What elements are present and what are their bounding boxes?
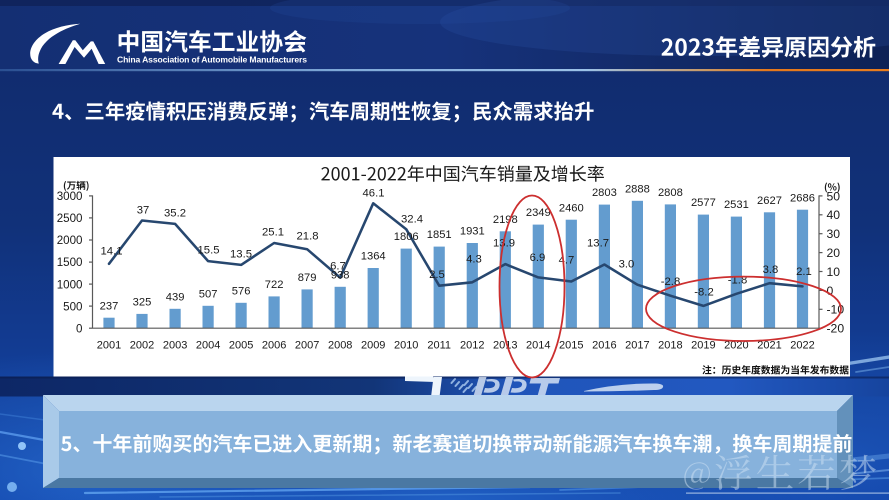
svg-text:14.1: 14.1 xyxy=(101,246,123,258)
svg-text:879: 879 xyxy=(298,272,317,284)
svg-text:2003: 2003 xyxy=(163,340,187,352)
svg-text:-8.2: -8.2 xyxy=(694,287,713,299)
svg-text:2198: 2198 xyxy=(493,214,518,226)
svg-text:2.1: 2.1 xyxy=(796,266,812,278)
svg-text:15.5: 15.5 xyxy=(198,245,220,257)
svg-text:576: 576 xyxy=(232,285,251,297)
svg-text:-2.8: -2.8 xyxy=(661,276,680,288)
svg-text:2017: 2017 xyxy=(625,340,649,352)
svg-text:2018: 2018 xyxy=(658,340,682,352)
svg-text:40: 40 xyxy=(827,208,841,222)
svg-text:2460: 2460 xyxy=(559,202,584,214)
svg-text:2888: 2888 xyxy=(625,183,650,195)
svg-text:2015: 2015 xyxy=(559,340,583,352)
svg-text:0: 0 xyxy=(827,284,834,298)
svg-text:2014: 2014 xyxy=(526,340,550,352)
svg-text:2012: 2012 xyxy=(460,340,484,352)
svg-text:2686: 2686 xyxy=(790,192,815,204)
svg-text:2010: 2010 xyxy=(394,340,418,352)
svg-text:2004: 2004 xyxy=(196,340,220,352)
svg-text:1931: 1931 xyxy=(460,226,485,238)
svg-text:2008: 2008 xyxy=(328,340,352,352)
svg-text:2006: 2006 xyxy=(262,340,286,352)
svg-text:4.7: 4.7 xyxy=(559,255,575,267)
svg-text:37: 37 xyxy=(137,205,150,217)
svg-text:1000: 1000 xyxy=(57,278,83,291)
svg-text:2009: 2009 xyxy=(361,340,385,352)
svg-text:20: 20 xyxy=(827,246,841,260)
svg-text:30: 30 xyxy=(827,227,841,241)
svg-text:2021: 2021 xyxy=(757,340,781,352)
svg-text:938: 938 xyxy=(331,269,350,281)
svg-text:2020: 2020 xyxy=(724,340,748,352)
svg-text:3.8: 3.8 xyxy=(763,264,779,276)
svg-text:2627: 2627 xyxy=(757,195,782,207)
svg-text:25.1: 25.1 xyxy=(262,227,284,239)
svg-text:13.5: 13.5 xyxy=(230,249,252,261)
svg-text:439: 439 xyxy=(166,291,185,303)
svg-text:3.0: 3.0 xyxy=(619,259,635,271)
svg-text:32.4: 32.4 xyxy=(401,214,423,226)
svg-text:2005: 2005 xyxy=(229,340,253,352)
svg-text:0: 0 xyxy=(76,322,82,335)
svg-text:2531: 2531 xyxy=(724,199,749,211)
svg-text:2019: 2019 xyxy=(691,340,715,352)
svg-text:2803: 2803 xyxy=(592,187,617,199)
svg-text:13.7: 13.7 xyxy=(587,238,609,250)
svg-text:1806: 1806 xyxy=(394,231,419,243)
svg-text:2002: 2002 xyxy=(130,340,154,352)
svg-text:2007: 2007 xyxy=(295,340,319,352)
svg-text:1364: 1364 xyxy=(361,251,386,263)
svg-text:2.5: 2.5 xyxy=(429,269,445,281)
svg-text:-20: -20 xyxy=(827,322,845,336)
svg-text:6.7: 6.7 xyxy=(330,261,346,273)
svg-text:2022: 2022 xyxy=(790,340,814,352)
svg-text:35.2: 35.2 xyxy=(164,208,186,220)
svg-text:10: 10 xyxy=(827,265,841,279)
svg-text:6.9: 6.9 xyxy=(530,252,546,264)
svg-text:2500: 2500 xyxy=(57,212,83,225)
svg-text:2013: 2013 xyxy=(493,340,517,352)
svg-text:2016: 2016 xyxy=(592,340,616,352)
svg-text:722: 722 xyxy=(265,279,284,291)
svg-text:1500: 1500 xyxy=(57,256,83,269)
svg-text:507: 507 xyxy=(199,288,218,300)
svg-text:237: 237 xyxy=(100,300,119,312)
svg-text:2349: 2349 xyxy=(526,207,551,219)
svg-text:325: 325 xyxy=(133,297,152,309)
svg-text:500: 500 xyxy=(63,300,82,313)
svg-text:1851: 1851 xyxy=(427,229,452,241)
svg-text:2000: 2000 xyxy=(57,234,83,247)
svg-text:China Association of Automobil: China Association of Automobile Manufact… xyxy=(117,55,307,65)
svg-text:46.1: 46.1 xyxy=(363,188,385,200)
svg-text:2001: 2001 xyxy=(97,340,121,352)
svg-text:2011: 2011 xyxy=(427,340,451,352)
svg-text:21.8: 21.8 xyxy=(297,231,319,243)
svg-text:4.3: 4.3 xyxy=(466,254,482,266)
svg-text:50: 50 xyxy=(827,189,841,203)
svg-text:2577: 2577 xyxy=(691,197,716,209)
svg-text:3000: 3000 xyxy=(57,190,83,203)
svg-text:2808: 2808 xyxy=(658,187,683,199)
